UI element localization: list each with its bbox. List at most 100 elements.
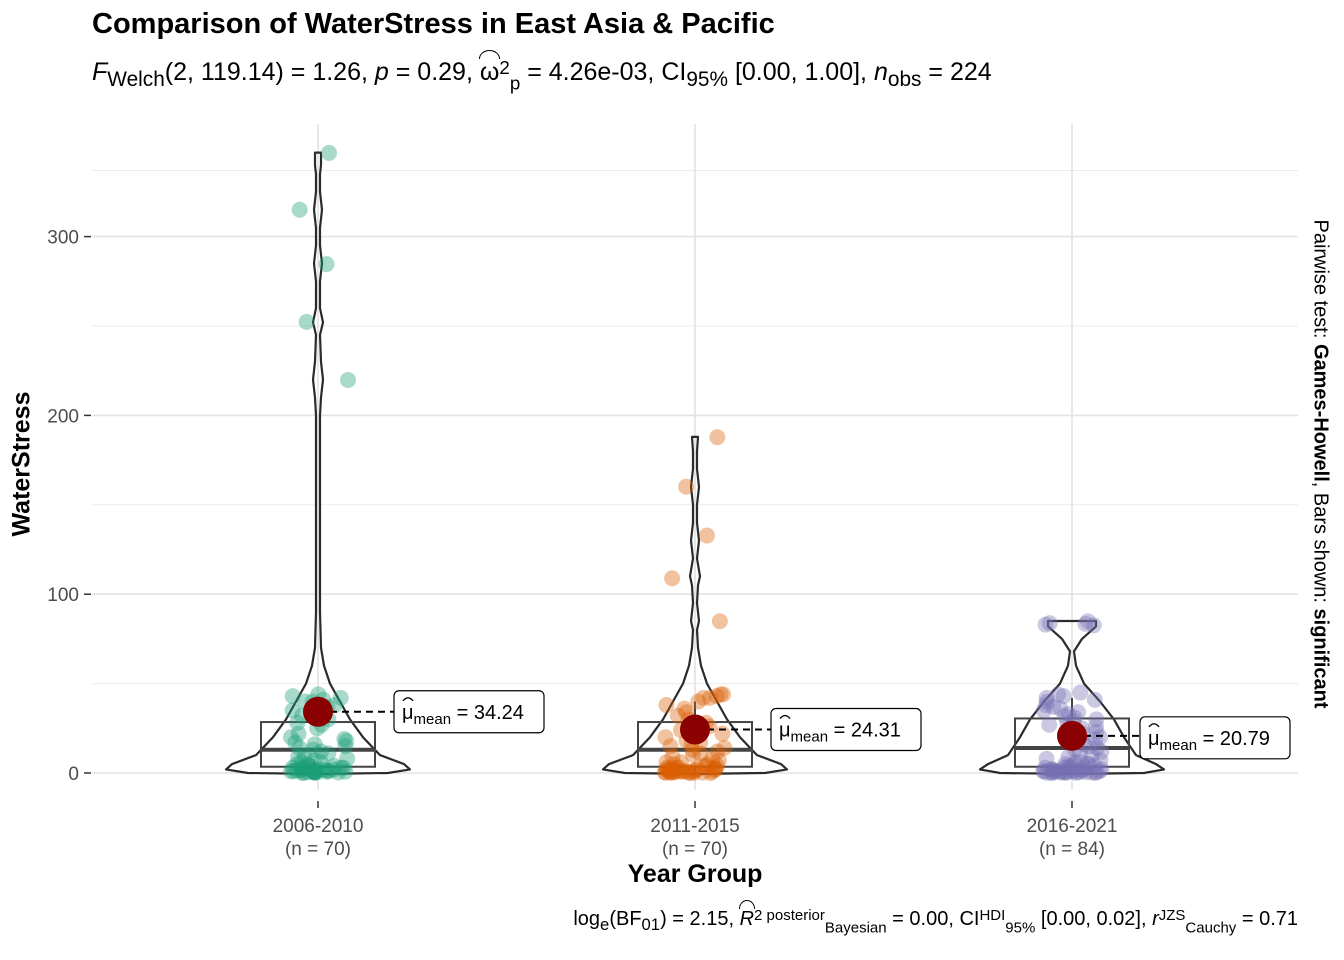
data-point bbox=[307, 763, 324, 780]
data-point bbox=[660, 762, 677, 779]
data-point bbox=[1038, 697, 1055, 714]
rc-sup: JZS bbox=[1158, 907, 1186, 925]
x-tick-count: (n = 84) bbox=[1039, 839, 1105, 860]
data-point bbox=[664, 570, 681, 587]
data-point bbox=[701, 689, 718, 706]
data-point bbox=[336, 731, 353, 748]
bf-sub: 01 bbox=[641, 915, 661, 934]
data-point bbox=[284, 702, 301, 719]
data-point bbox=[291, 201, 308, 218]
data-point bbox=[714, 725, 731, 742]
pairwise-test-label: Pairwise test: Games-Howell, Bars shown:… bbox=[1309, 219, 1332, 708]
x-tick-label: 2006-2010 bbox=[273, 816, 364, 837]
mean-label: μmean = 34.24 bbox=[402, 702, 524, 728]
data-point bbox=[699, 756, 716, 773]
data-point bbox=[1060, 705, 1077, 722]
data-point bbox=[1087, 718, 1104, 735]
data-point bbox=[307, 764, 324, 781]
data-point bbox=[685, 764, 702, 781]
data-point bbox=[1079, 756, 1096, 773]
data-point bbox=[287, 734, 304, 751]
data-point bbox=[660, 763, 677, 780]
data-point bbox=[304, 761, 321, 778]
p-value: = 0.29, bbox=[388, 58, 480, 86]
data-point bbox=[1091, 763, 1108, 780]
violin-2011-2015 bbox=[601, 435, 789, 775]
data-point bbox=[1038, 689, 1055, 706]
mean-marker bbox=[1057, 720, 1087, 751]
stat-sub: Welch bbox=[107, 68, 165, 91]
data-point bbox=[306, 764, 323, 781]
data-point bbox=[707, 761, 724, 778]
data-point bbox=[306, 736, 323, 753]
data-point bbox=[1088, 739, 1105, 756]
y-tick-label: 0 bbox=[68, 764, 79, 785]
data-point bbox=[695, 689, 712, 706]
data-point bbox=[301, 757, 318, 774]
data-point bbox=[685, 747, 702, 764]
data-point bbox=[1086, 691, 1103, 708]
data-point bbox=[1054, 764, 1071, 781]
r-sup: 2 posterior bbox=[754, 907, 825, 925]
data-point bbox=[296, 747, 313, 764]
data-point bbox=[333, 759, 350, 776]
r-label: R bbox=[738, 900, 756, 930]
ci-value: [0.00, 1.00], bbox=[728, 58, 874, 86]
data-point bbox=[289, 714, 306, 731]
bayes-caption: loge(BF01) = 2.15, R2 posteriorBayesian … bbox=[573, 900, 1298, 939]
data-point bbox=[708, 688, 725, 705]
mean-marker bbox=[680, 714, 710, 745]
data-point bbox=[1039, 764, 1056, 781]
data-point bbox=[709, 757, 726, 774]
data-point bbox=[1077, 759, 1094, 776]
data-point bbox=[672, 754, 689, 771]
x-tick-count: (n = 70) bbox=[662, 839, 728, 860]
data-point bbox=[1093, 761, 1110, 778]
y-tick-label: 200 bbox=[47, 406, 79, 427]
data-point bbox=[338, 732, 355, 749]
data-point bbox=[1067, 754, 1084, 771]
data-point bbox=[659, 759, 676, 776]
data-point bbox=[678, 763, 695, 780]
data-point bbox=[1044, 764, 1061, 781]
data-point bbox=[295, 764, 312, 781]
data-point bbox=[1060, 757, 1077, 774]
data-point bbox=[694, 764, 711, 781]
data-point bbox=[1080, 756, 1097, 773]
n-sub: obs bbox=[887, 68, 922, 91]
data-point bbox=[1074, 761, 1091, 778]
ci-sup: HDI bbox=[979, 907, 1006, 925]
data-point bbox=[326, 757, 343, 774]
caption-ci-sub: 95% bbox=[1005, 920, 1036, 937]
ci-stack: HDI95% bbox=[979, 906, 1035, 938]
data-point bbox=[1077, 615, 1094, 632]
violin-2006-2010 bbox=[224, 151, 412, 775]
bf-value: ) = 2.15, bbox=[660, 908, 740, 930]
data-point bbox=[288, 762, 305, 779]
n-value: = 224 bbox=[921, 58, 992, 86]
data-point bbox=[332, 689, 349, 706]
data-point bbox=[1056, 707, 1073, 724]
pairwise-prefix: Pairwise test: bbox=[1309, 219, 1332, 344]
data-point bbox=[1057, 763, 1074, 780]
data-point bbox=[1083, 764, 1100, 781]
mean-hat bbox=[1148, 723, 1160, 728]
x-tick-label: 2011-2015 bbox=[650, 816, 739, 837]
y-tick-label: 100 bbox=[47, 585, 79, 606]
data-point bbox=[657, 729, 674, 746]
data-point bbox=[340, 371, 356, 388]
data-point bbox=[330, 764, 347, 781]
data-point bbox=[282, 763, 299, 780]
data-point bbox=[1037, 616, 1054, 633]
data-point bbox=[690, 693, 707, 710]
data-point bbox=[666, 764, 683, 781]
data-point bbox=[1045, 763, 1062, 780]
data-point bbox=[706, 761, 723, 778]
data-point bbox=[335, 759, 352, 776]
data-point bbox=[698, 757, 715, 774]
data-point bbox=[674, 763, 691, 780]
data-point bbox=[1088, 764, 1105, 781]
bf-prefix: log bbox=[573, 908, 601, 930]
data-point bbox=[289, 756, 306, 773]
data-point bbox=[283, 729, 300, 746]
